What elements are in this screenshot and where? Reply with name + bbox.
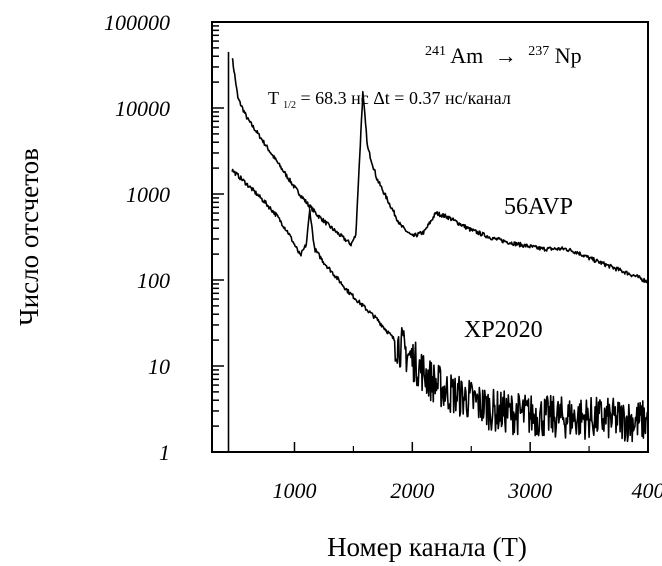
reaction-symbol-1: Am <box>450 43 483 68</box>
y-tick-label: 100000 <box>104 10 170 35</box>
y-tick-label: 10 <box>148 354 170 379</box>
x-axis-title: Номер канала (T) <box>327 532 527 562</box>
halflife-symbol: T <box>268 88 279 108</box>
y-tick-labels: 1 10 100 1000 10000 100000 <box>104 10 170 465</box>
reaction-mass-2: 237 <box>528 44 549 59</box>
y-tick-label: 100 <box>137 268 170 293</box>
series-line-xp2020 <box>231 168 649 443</box>
series-lines <box>227 51 649 452</box>
halflife-annotation: T 1/2 = 68.3 нс Δt = 0.37 нс/канал <box>268 88 511 112</box>
y-axis-title: Число отсчетов <box>14 148 44 326</box>
tick-marks <box>212 25 590 453</box>
reaction-arrow: → <box>495 43 517 68</box>
reaction-mass-1: 241 <box>425 44 446 59</box>
x-tick-label: 3000 <box>507 478 552 503</box>
y-tick-label: 10000 <box>115 96 170 121</box>
x-tick-label: 1000 <box>272 478 316 503</box>
series-line-56avp <box>231 57 648 284</box>
halflife-subscript: 1/2 <box>283 100 296 111</box>
plot-frame <box>211 21 649 453</box>
x-tick-labels: 1000 2000 3000 400 <box>272 478 662 503</box>
series-label-56avp: 56AVP <box>504 194 573 220</box>
series-label-xp2020: XP2020 <box>464 317 543 343</box>
x-tick-label: 2000 <box>390 478 434 503</box>
x-tick-label: 400 <box>632 478 662 503</box>
y-tick-label: 1 <box>159 440 170 465</box>
halflife-values: = 68.3 нс Δt = 0.37 нс/канал <box>300 88 510 108</box>
reaction-symbol-2: Np <box>555 43 582 68</box>
reaction-annotation: 241 Am → 237 Np <box>425 35 582 68</box>
y-tick-label: 1000 <box>126 182 170 207</box>
